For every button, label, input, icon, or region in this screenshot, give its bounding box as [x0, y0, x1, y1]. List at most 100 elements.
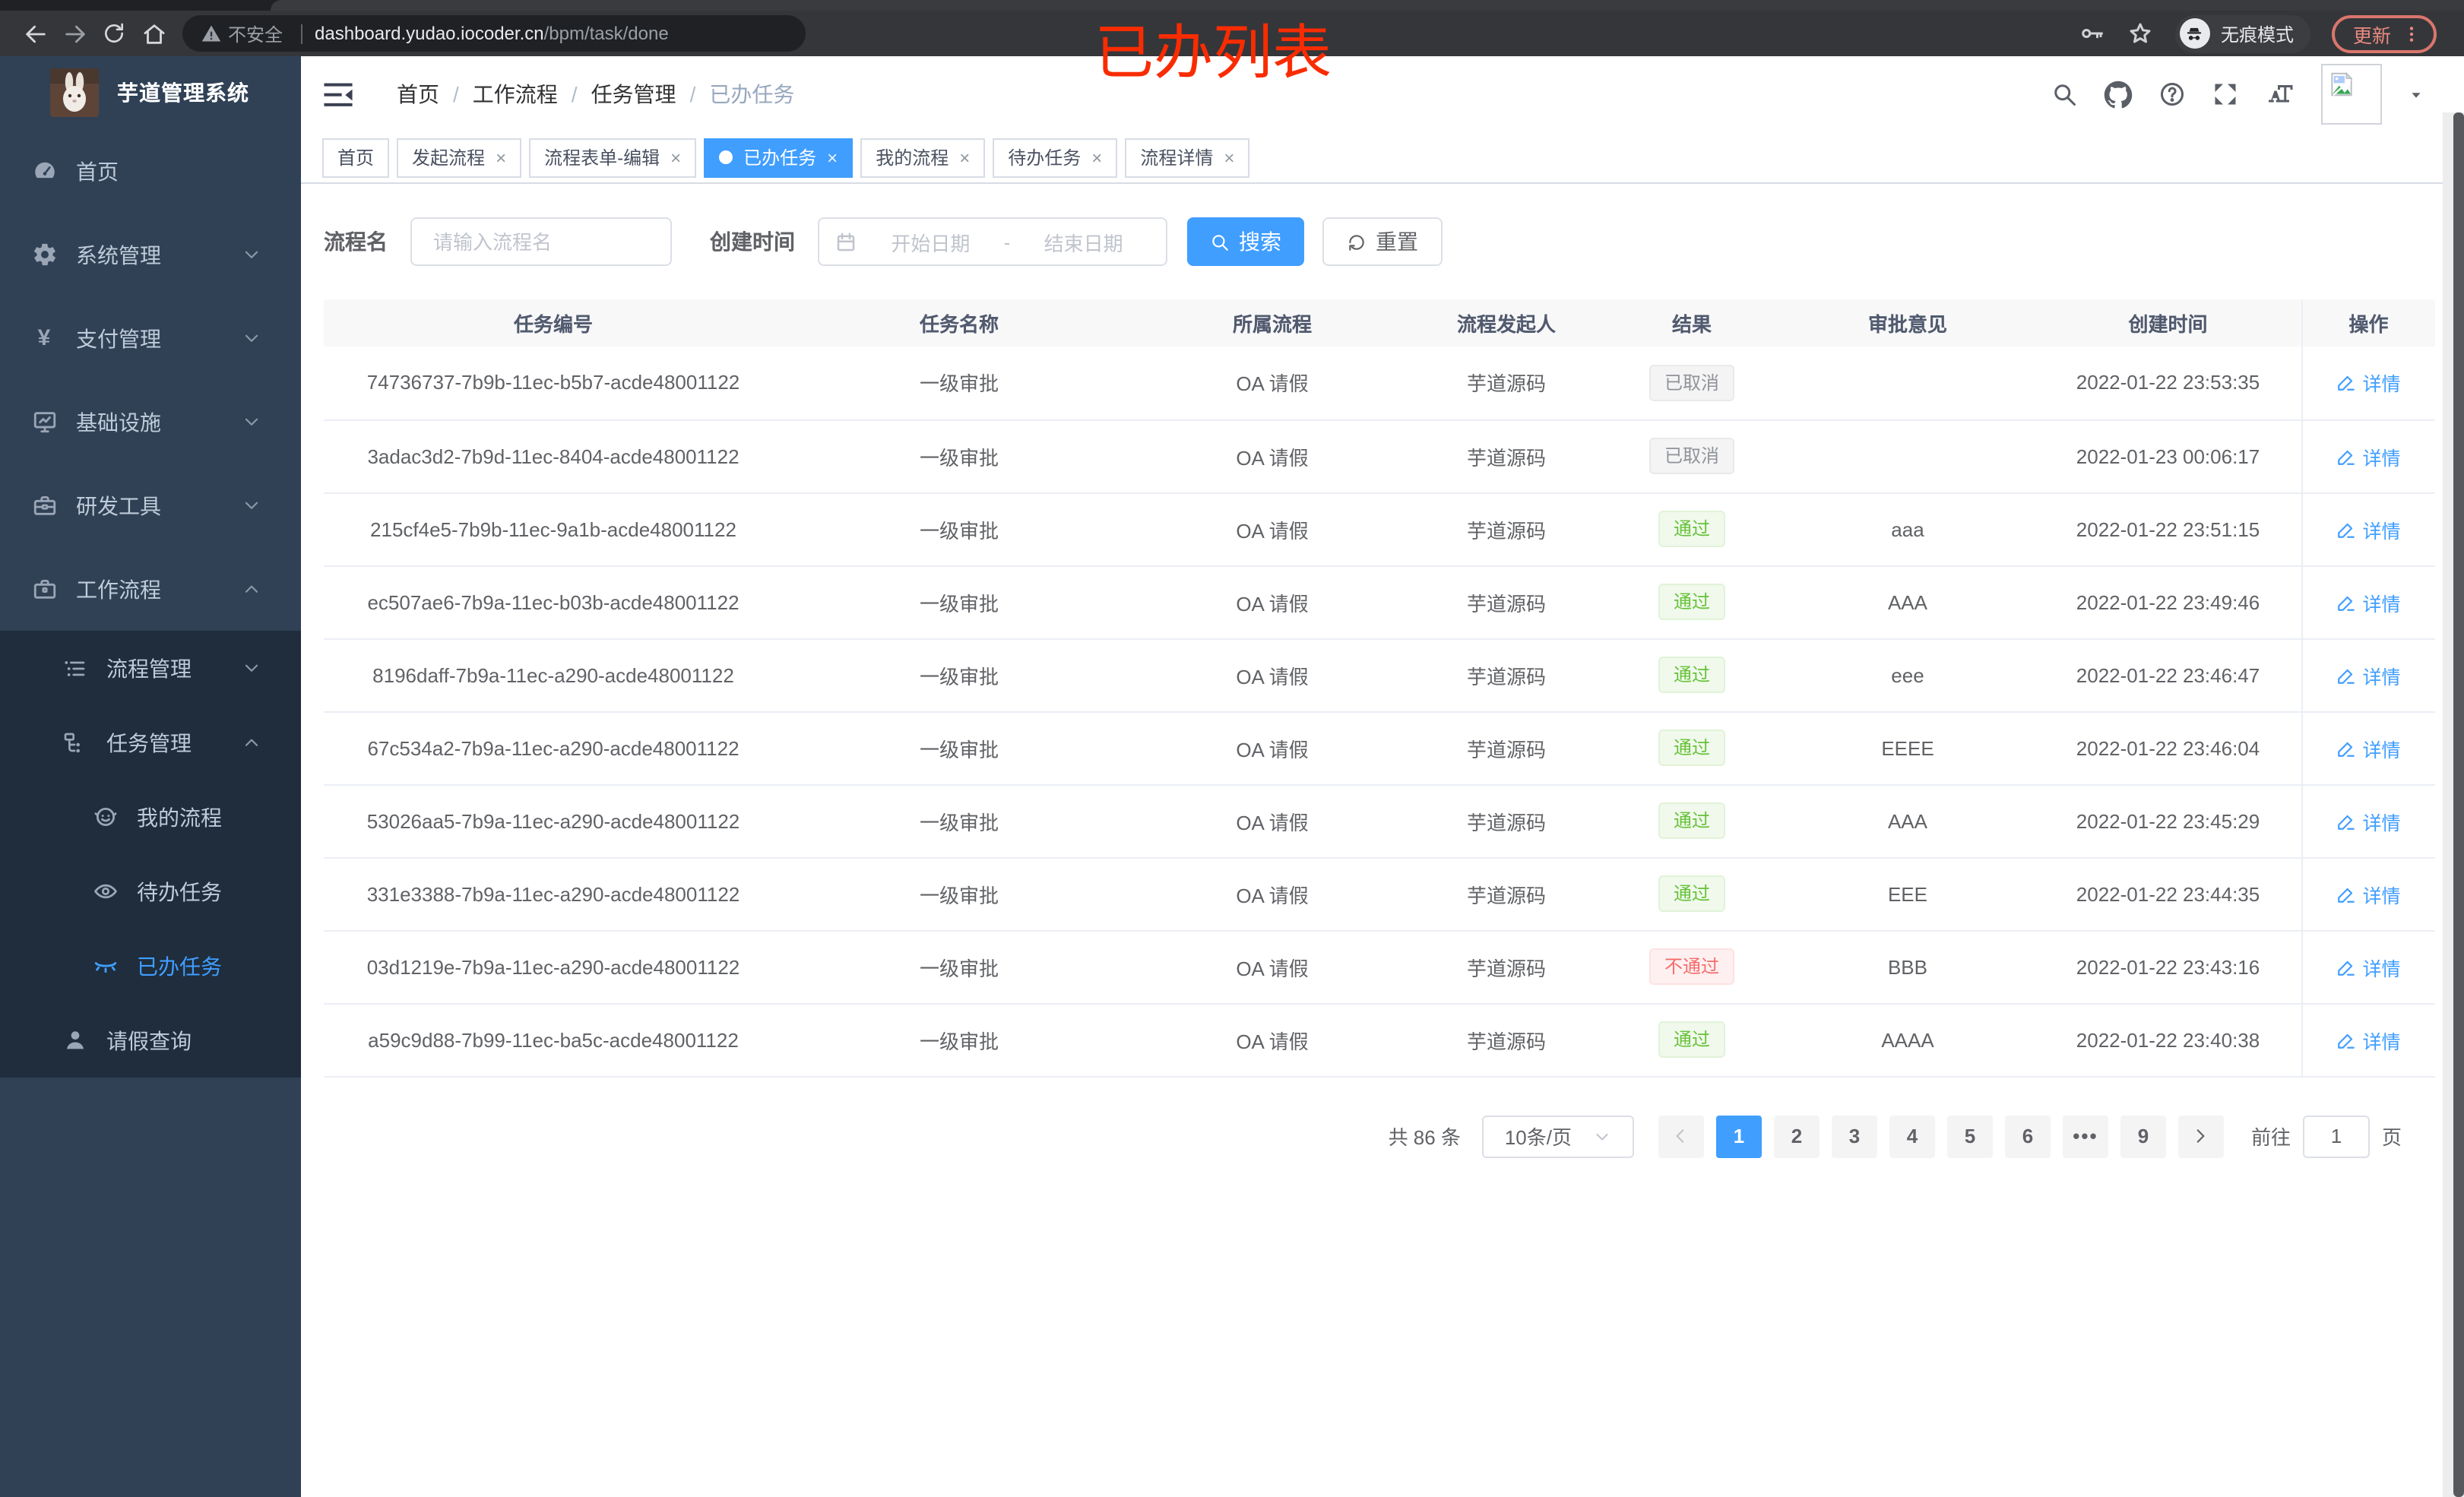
- detail-button[interactable]: 详情: [2336, 514, 2401, 543]
- chevron-down-icon[interactable]: [2408, 86, 2424, 103]
- page-button-1[interactable]: 1: [1715, 1115, 1762, 1157]
- close-icon[interactable]: ×: [1091, 147, 1103, 168]
- close-icon[interactable]: ×: [496, 147, 507, 168]
- sidebar-item-label: 流程管理: [106, 656, 192, 680]
- tab-0[interactable]: 首页: [322, 138, 390, 177]
- result-cell: 不通过: [1604, 930, 1780, 1004]
- task-id-cell: 67c534a2-7b9a-11ec-a290-acde48001122: [324, 711, 783, 785]
- close-icon[interactable]: ×: [670, 147, 682, 168]
- action-cell: 详情: [2301, 930, 2435, 1004]
- help-icon[interactable]: [2158, 81, 2186, 108]
- more-pages-button[interactable]: •••: [2062, 1115, 2108, 1157]
- back-icon[interactable]: [15, 14, 55, 53]
- close-icon[interactable]: ×: [827, 147, 838, 168]
- tab-5[interactable]: 待办任务 ×: [993, 138, 1118, 177]
- chevron-up-icon: [242, 733, 261, 752]
- update-button[interactable]: 更新: [2331, 14, 2437, 52]
- page-size-select[interactable]: 10条/页: [1481, 1115, 1634, 1157]
- tab-3[interactable]: 已办任务 ×: [704, 138, 854, 177]
- sidebar-item-5[interactable]: 工作流程: [0, 547, 301, 631]
- sidebar-item-3[interactable]: 基础设施: [0, 380, 301, 464]
- close-icon[interactable]: ×: [1224, 147, 1235, 168]
- created-time-cell: 2022-01-22 23:45:29: [2035, 784, 2301, 858]
- task-name-cell: 一级审批: [783, 857, 1135, 931]
- date-range-picker[interactable]: 开始日期 - 结束日期: [818, 217, 1167, 266]
- scrollbar-thumb[interactable]: [2453, 112, 2464, 1497]
- page-button-5[interactable]: 5: [1946, 1115, 1993, 1157]
- breadcrumb-item[interactable]: 工作流程: [472, 82, 558, 106]
- home-icon[interactable]: [134, 14, 173, 53]
- detail-button[interactable]: 详情: [2336, 369, 2401, 397]
- reset-button[interactable]: 重置: [1322, 217, 1443, 266]
- star-icon[interactable]: [2127, 20, 2154, 47]
- page-scrollbar[interactable]: [2443, 112, 2464, 1497]
- key-icon[interactable]: [2078, 20, 2105, 47]
- sidebar-item-7[interactable]: 任务管理: [0, 705, 301, 780]
- process-name-input[interactable]: [430, 229, 652, 255]
- sidebar-logo-row[interactable]: 芋道管理系统: [0, 56, 301, 129]
- fullscreen-icon[interactable]: [2212, 81, 2239, 108]
- result-cell: 已取消: [1604, 419, 1780, 493]
- created-time-cell: 2022-01-22 23:49:46: [2035, 565, 2301, 639]
- reload-icon[interactable]: [94, 14, 134, 53]
- url-bar[interactable]: 不安全 dashboard.yudao.iocoder.cn/bpm/task/…: [182, 15, 806, 52]
- result-cell: 已取消: [1604, 347, 1780, 420]
- page-button-2[interactable]: 2: [1773, 1115, 1819, 1157]
- breadcrumb-item[interactable]: 任务管理: [591, 82, 676, 106]
- github-icon[interactable]: [2104, 80, 2133, 109]
- font-size-icon[interactable]: [2265, 81, 2295, 108]
- prev-page-button[interactable]: [1658, 1115, 1704, 1157]
- page-button-6[interactable]: 6: [2004, 1115, 2051, 1157]
- detail-button[interactable]: 详情: [2336, 660, 2401, 689]
- flow-icon: [61, 730, 88, 755]
- hamburger-icon[interactable]: [324, 81, 353, 107]
- detail-button[interactable]: 详情: [2336, 442, 2401, 470]
- search-icon[interactable]: [2051, 81, 2078, 108]
- sidebar-item-6[interactable]: 流程管理: [0, 631, 301, 705]
- kebab-menu-icon[interactable]: [2402, 22, 2421, 45]
- table-row: ec507ae6-7b9a-11ec-b03b-acde48001122 一级审批…: [324, 565, 2435, 639]
- sidebar-item-8[interactable]: 我的流程: [0, 780, 301, 854]
- tab-6[interactable]: 流程详情 ×: [1125, 138, 1250, 177]
- task-name-cell: 一级审批: [783, 492, 1135, 566]
- page-button-9[interactable]: 9: [2120, 1115, 2166, 1157]
- navbar: 首页 / 工作流程 / 任务管理 / 已办任务: [301, 56, 2464, 132]
- tab-4[interactable]: 我的流程 ×: [860, 138, 986, 177]
- page-button-4[interactable]: 4: [1889, 1115, 1935, 1157]
- detail-button[interactable]: 详情: [2336, 879, 2401, 908]
- sidebar-item-9[interactable]: 待办任务: [0, 854, 301, 929]
- goto-page-input[interactable]: [2302, 1115, 2370, 1157]
- detail-label: 详情: [2362, 666, 2401, 688]
- detail-button[interactable]: 详情: [2336, 952, 2401, 981]
- edit-icon: [2336, 373, 2356, 393]
- tab-2[interactable]: 流程表单-编辑 ×: [529, 138, 697, 177]
- app-logo: [50, 68, 99, 117]
- sidebar-item-1[interactable]: 系统管理: [0, 213, 301, 296]
- page-body: 芋道管理系统 首页 系统管理 ¥ 支付管理 基础设施 研发工具 工作流程 流程管理 任务管理 我的…: [0, 56, 2464, 1497]
- result-badge: 已取消: [1648, 438, 1734, 474]
- sidebar-item-2[interactable]: ¥ 支付管理: [0, 296, 301, 380]
- breadcrumb-item[interactable]: 首页: [397, 82, 439, 106]
- detail-button[interactable]: 详情: [2336, 587, 2401, 616]
- sidebar-item-10[interactable]: 已办任务: [0, 929, 301, 1003]
- page-button-3[interactable]: 3: [1831, 1115, 1877, 1157]
- close-icon[interactable]: ×: [959, 147, 971, 168]
- detail-button[interactable]: 详情: [2336, 1025, 2401, 1054]
- avatar[interactable]: [2321, 64, 2382, 125]
- sidebar-item-0[interactable]: 首页: [0, 129, 301, 213]
- search-button[interactable]: 搜索: [1187, 217, 1304, 266]
- result-badge: 通过: [1658, 802, 1725, 839]
- face-icon: [91, 804, 119, 830]
- detail-button[interactable]: 详情: [2336, 733, 2401, 762]
- sidebar-item-11[interactable]: 请假查询: [0, 1003, 301, 1078]
- tab-1[interactable]: 发起流程 ×: [397, 138, 522, 177]
- browser-active-tab[interactable]: [271, 0, 2464, 11]
- sidebar-item-4[interactable]: 研发工具: [0, 464, 301, 547]
- broken-image-icon: [2327, 70, 2356, 99]
- detail-button[interactable]: 详情: [2336, 806, 2401, 835]
- created-time-cell: 2022-01-22 23:43:16: [2035, 930, 2301, 1004]
- forward-icon[interactable]: [55, 14, 94, 53]
- result-badge: 通过: [1658, 1021, 1725, 1058]
- next-page-button[interactable]: [2177, 1115, 2224, 1157]
- browser-tabstrip: [0, 0, 2464, 11]
